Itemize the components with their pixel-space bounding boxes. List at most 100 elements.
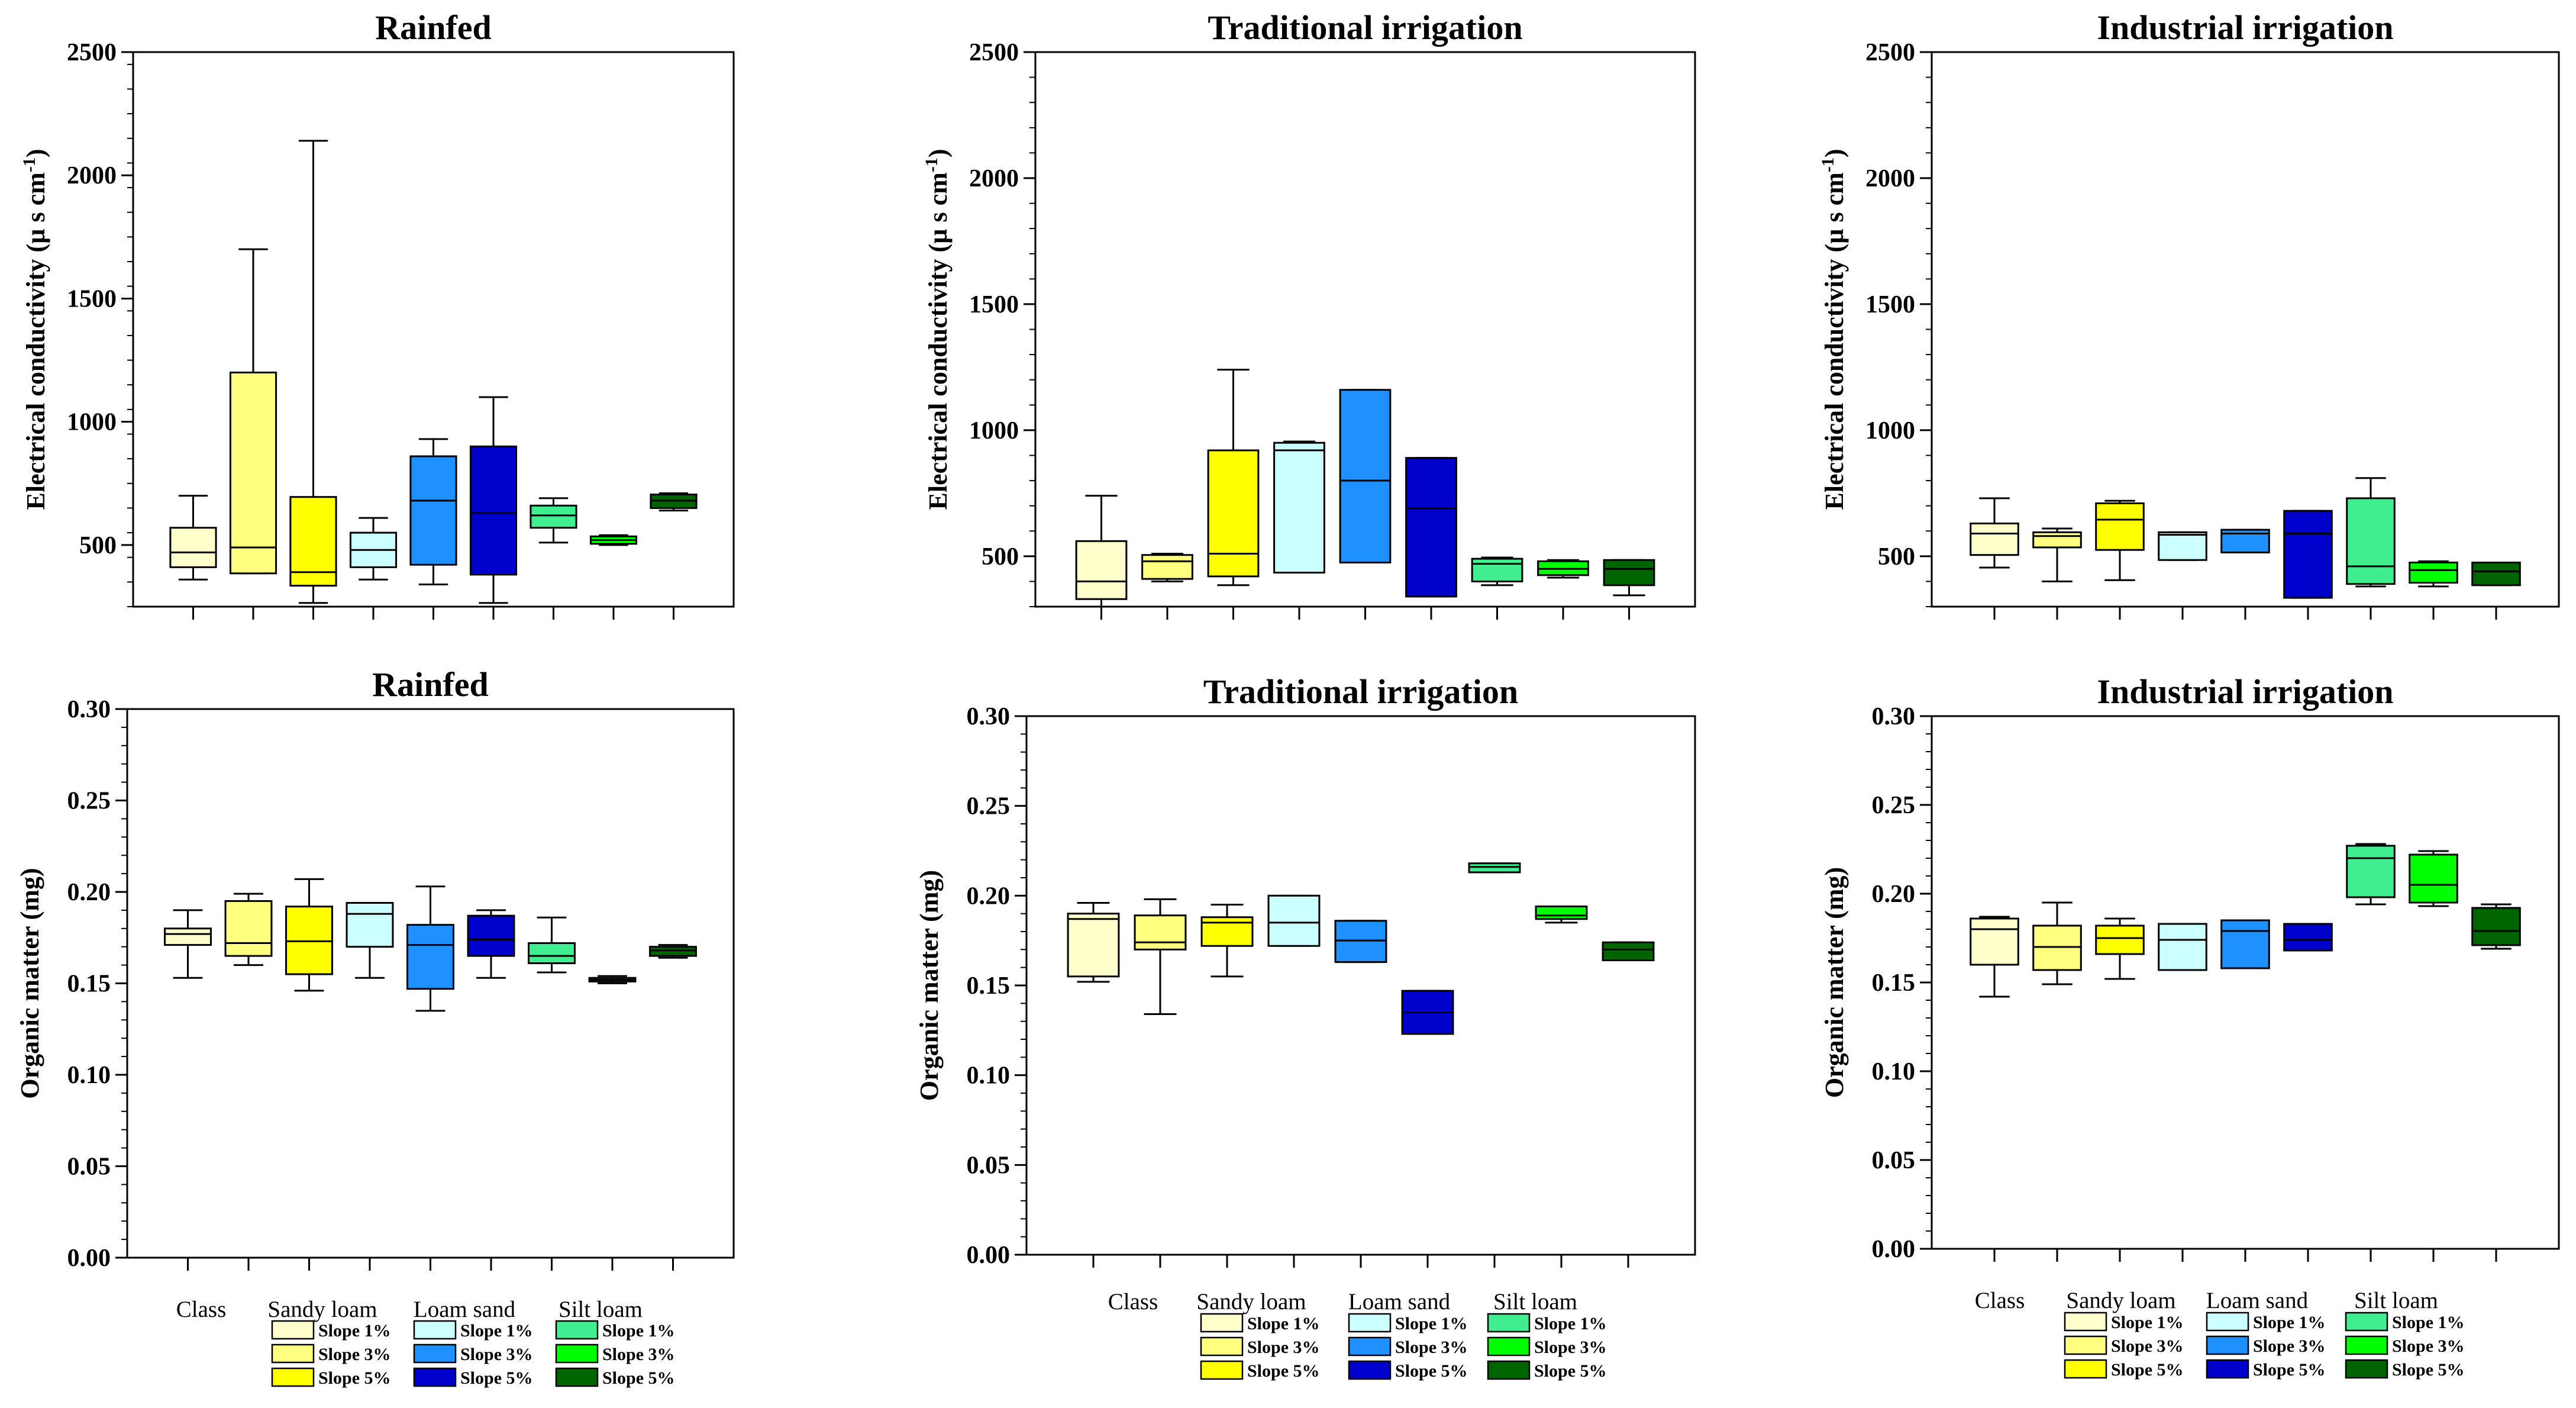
y-axis-label: Electrical conductivity (µ s cm-1) (922, 149, 953, 510)
box-silt-loam-slope-3- (590, 535, 636, 545)
box-loam-sand-slope-1- (2159, 532, 2207, 560)
chart-panel-1: Rainfed 500 1000 1500 2000 2500 Electrical con… (20, 8, 734, 620)
box-iqr (2033, 532, 2081, 547)
box-iqr (1971, 919, 2019, 965)
y-tick-label: 0.10 (1872, 1058, 1916, 1085)
box-loam-sand-slope-5- (470, 397, 516, 603)
y-axis-label-close: ) (924, 149, 953, 158)
box-sandy-loam-slope-5- (2096, 919, 2144, 979)
box-loam-sand-slope-1- (2159, 924, 2207, 970)
legend-texture-label: Sandy loam (1196, 1289, 1306, 1314)
legend-texture-label: Loam sand (2206, 1288, 2309, 1313)
box-iqr (1274, 443, 1325, 572)
legend-slope-label: Slope 3% (2392, 1336, 2465, 1356)
legend-swatch (414, 1368, 456, 1386)
box-iqr (650, 947, 696, 956)
legend-slope-label: Slope 5% (602, 1368, 675, 1388)
box-loam-sand-slope-1- (347, 903, 393, 978)
legend-slope-label: Slope 3% (1534, 1338, 1607, 1357)
plot-frame (1932, 716, 2559, 1249)
legend-slope-label: Slope 5% (2111, 1360, 2184, 1380)
chart-title: Rainfed (375, 8, 492, 47)
legend-swatch (414, 1321, 456, 1339)
box-loam-sand-slope-5- (468, 910, 514, 978)
box-iqr (1603, 942, 1654, 960)
box-iqr (1971, 523, 2019, 555)
y-axis-label: Organic matter (mg) (915, 870, 944, 1101)
box-loam-sand-slope-1- (1274, 442, 1325, 572)
chart-panel-4: Rainfed0.000.050.100.150.200.250.30Organ… (15, 665, 734, 1272)
legend-swatch (556, 1321, 598, 1339)
y-tick-label: 0.15 (967, 972, 1011, 1000)
plot-frame (1932, 52, 2559, 607)
y-tick-label: 0.30 (1872, 703, 1916, 730)
legend-slope-label: Slope 1% (602, 1321, 675, 1341)
y-tick-label: 0.20 (1872, 881, 1916, 908)
box-loam-sand-slope-5- (1402, 991, 1453, 1034)
legend-slope-label: Slope 5% (1534, 1361, 1607, 1381)
legend-slope-label: Slope 5% (2253, 1360, 2326, 1380)
box-iqr (531, 505, 576, 527)
legend-slope-label: Slope 1% (2392, 1313, 2465, 1332)
legend-slope-label: Slope 1% (318, 1321, 391, 1341)
box-iqr (1076, 541, 1126, 599)
box-loam-sand-slope-3- (411, 439, 456, 585)
legend-swatch (1349, 1361, 1390, 1379)
legend-swatch (272, 1368, 314, 1386)
box-silt-loam-slope-5- (651, 493, 696, 510)
legend-slope-label: Slope 1% (1534, 1314, 1607, 1333)
y-tick-label: 0.25 (967, 793, 1011, 820)
legend-swatch (1488, 1338, 1529, 1355)
legend-slope-label: Slope 1% (460, 1321, 533, 1341)
box-silt-loam-slope-1- (531, 498, 576, 543)
box-iqr (2159, 924, 2207, 970)
y-tick-label: 0.05 (967, 1152, 1011, 1179)
y-axis-label-superscript: -1 (20, 157, 39, 172)
box-iqr (1406, 458, 1457, 597)
box-silt-loam-slope-1- (529, 917, 575, 972)
y-tick-label: 1000 (1865, 417, 1915, 444)
box-iqr (2410, 855, 2458, 903)
box-iqr (2472, 562, 2520, 585)
legend-slope-label: Slope 1% (1247, 1314, 1320, 1333)
box-iqr (230, 372, 276, 573)
legend-swatch (2065, 1313, 2106, 1330)
legend-swatch (2346, 1313, 2387, 1330)
box-loam-sand-slope-1- (350, 518, 396, 579)
y-tick-label: 2000 (1865, 165, 1915, 192)
box-iqr (1335, 921, 1386, 962)
legend-swatch (2065, 1336, 2106, 1354)
legend-class-label: Class (176, 1297, 227, 1322)
chart-panel-5: Traditional irrigation0.000.050.100.150.… (915, 672, 1695, 1269)
box-sandy-loam-slope-1- (165, 910, 211, 978)
y-tick-label: 0.00 (67, 1245, 111, 1272)
box-iqr (1472, 559, 1522, 581)
box-sandy-loam-slope-5- (1202, 905, 1253, 977)
box-silt-loam-slope-5- (1604, 560, 1654, 595)
box-sandy-loam-slope-1- (1971, 498, 2019, 568)
legend-slope-label: Slope 3% (2253, 1336, 2326, 1356)
legend-3: Class Sandy loamSlope 1%Slope 3%Slope 5%L… (1975, 1288, 2465, 1380)
legend-slope-label: Slope 5% (460, 1368, 533, 1388)
box-loam-sand-slope-1- (1268, 895, 1319, 946)
box-iqr (2096, 926, 2144, 954)
legend-slope-label: Slope 5% (318, 1368, 391, 1388)
box-sandy-loam-slope-3- (1135, 899, 1186, 1014)
legend-slope-label: Slope 5% (1247, 1361, 1320, 1381)
legend-slope-label: Slope 1% (1395, 1314, 1468, 1333)
box-iqr (1208, 450, 1258, 576)
y-axis-label: Organic matter (mg) (15, 868, 44, 1098)
box-sandy-loam-slope-1- (1068, 903, 1119, 981)
box-iqr (2284, 511, 2332, 598)
legend-slope-label: Slope 5% (1395, 1361, 1468, 1381)
y-tick-label: 0.15 (1872, 969, 1916, 997)
legend-slope-label: Slope 3% (1395, 1338, 1468, 1357)
box-iqr (411, 456, 456, 565)
legend-slope-label: Slope 1% (2111, 1313, 2184, 1332)
legend-texture-label: Silt loam (1493, 1289, 1577, 1314)
y-axis-label-superscript: -1 (1818, 157, 1838, 172)
legend-texture-label: Silt loam (2354, 1288, 2438, 1313)
legend-slope-label: Slope 3% (318, 1345, 391, 1364)
